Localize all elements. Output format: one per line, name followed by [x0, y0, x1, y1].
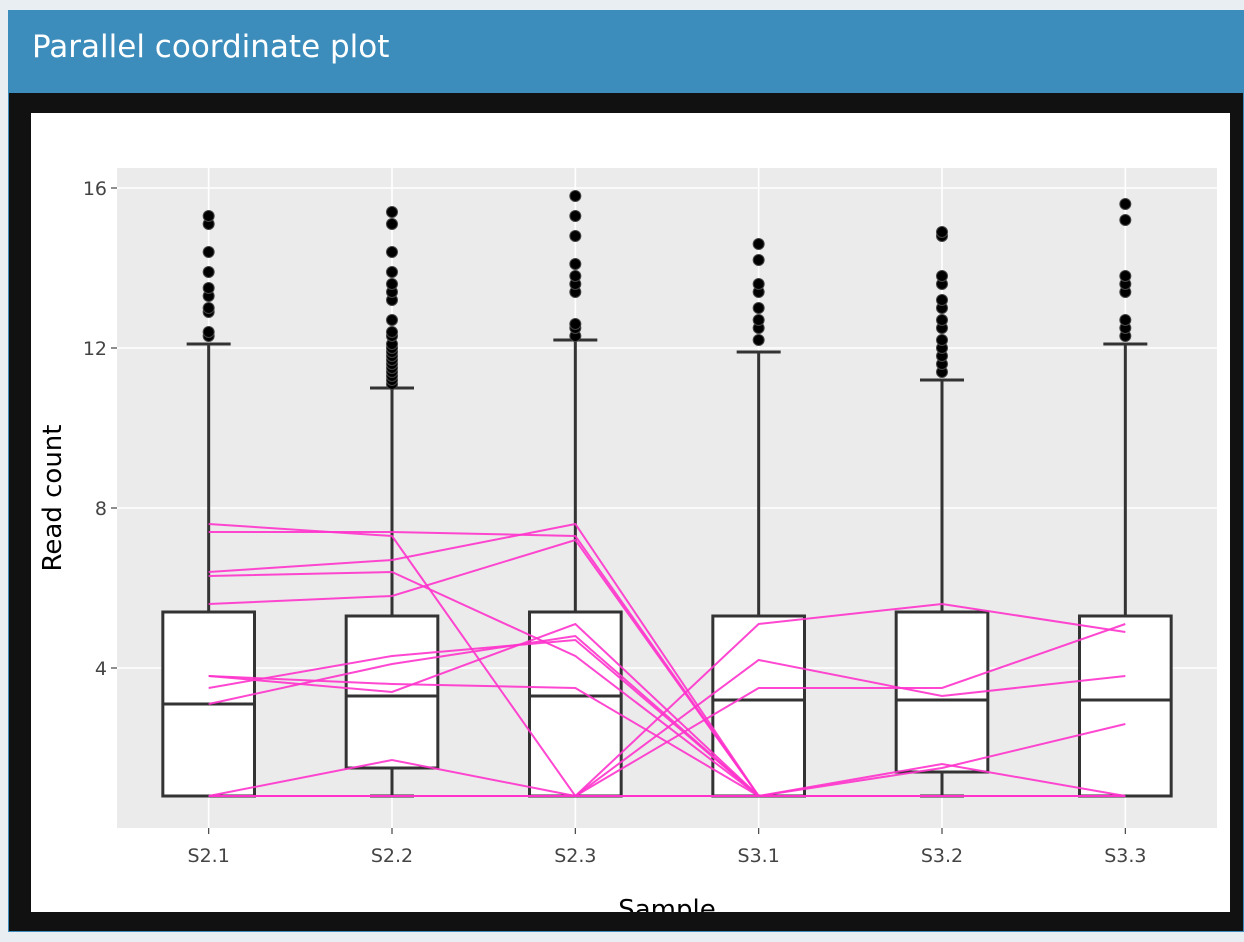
outlier-point	[752, 278, 765, 290]
outlier-point	[752, 302, 765, 314]
outlier-point	[569, 258, 582, 270]
outlier-point	[1119, 314, 1132, 326]
parallel-line	[208, 602, 1126, 798]
outlier-point	[936, 334, 948, 346]
outlier-point	[569, 210, 582, 222]
y-axis-title: Read count	[38, 425, 68, 572]
outlier-point	[936, 314, 948, 326]
outlier-point	[386, 206, 398, 218]
outlier-point	[1119, 198, 1132, 210]
outlier-point	[752, 254, 765, 266]
outlier-point	[386, 314, 398, 326]
box-body	[1078, 614, 1173, 798]
outlier-point	[202, 326, 215, 338]
outlier-point	[202, 210, 215, 222]
outlier-point	[752, 238, 765, 250]
outlier-point	[569, 270, 582, 282]
outlier-point	[752, 314, 765, 326]
y-tick-label: 16	[83, 178, 107, 200]
y-tick-label: 4	[95, 658, 107, 680]
box-S3-1	[711, 238, 806, 798]
outlier-point	[202, 266, 215, 278]
outlier-point	[1119, 270, 1132, 282]
x-axis-title: Sample	[618, 895, 716, 912]
outlier-point	[386, 326, 398, 338]
plot-area: 4 8 12 16 S2.1 S2.2 S2.3 S3.1 S3.2 S3.3 Sample Read…	[31, 113, 1230, 912]
outlier-point	[386, 278, 398, 290]
outlier-point	[936, 270, 948, 282]
outlier-point	[202, 246, 215, 258]
outlier-point	[202, 302, 215, 314]
outlier-point	[569, 318, 582, 330]
outlier-point	[202, 282, 215, 294]
outlier-point	[386, 266, 398, 278]
outlier-point	[569, 230, 582, 242]
x-tick-label: S2.3	[554, 845, 596, 867]
x-tick-label: S3.3	[1104, 845, 1146, 867]
panel-header: Parallel coordinate plot	[9, 11, 1243, 93]
outlier-point	[936, 226, 948, 238]
box-plot-chart: 4 8 12 16 S2.1 S2.2 S2.3 S3.1 S3.2 S3.3 Sample Read…	[38, 168, 1217, 912]
y-tick-label: 12	[83, 338, 107, 360]
outlier-point	[569, 190, 582, 202]
outlier-point	[752, 334, 765, 346]
plot-panel: Parallel coordinate plot 4 8 12 16 S2.1 S2.2 S…	[8, 10, 1244, 932]
outlier-point	[936, 294, 948, 306]
x-tick-label: S3.2	[921, 845, 963, 867]
panel-title: Parallel coordinate plot	[32, 29, 390, 65]
x-tick-label: S2.1	[188, 845, 230, 867]
box-S2-1	[161, 210, 256, 798]
y-tick-label: 8	[95, 498, 107, 520]
outlier-point	[386, 218, 398, 230]
x-tick-label: S2.2	[371, 845, 413, 867]
outlier-point	[1119, 214, 1132, 226]
outlier-point	[386, 246, 398, 258]
x-tick-label: S3.1	[738, 845, 780, 867]
